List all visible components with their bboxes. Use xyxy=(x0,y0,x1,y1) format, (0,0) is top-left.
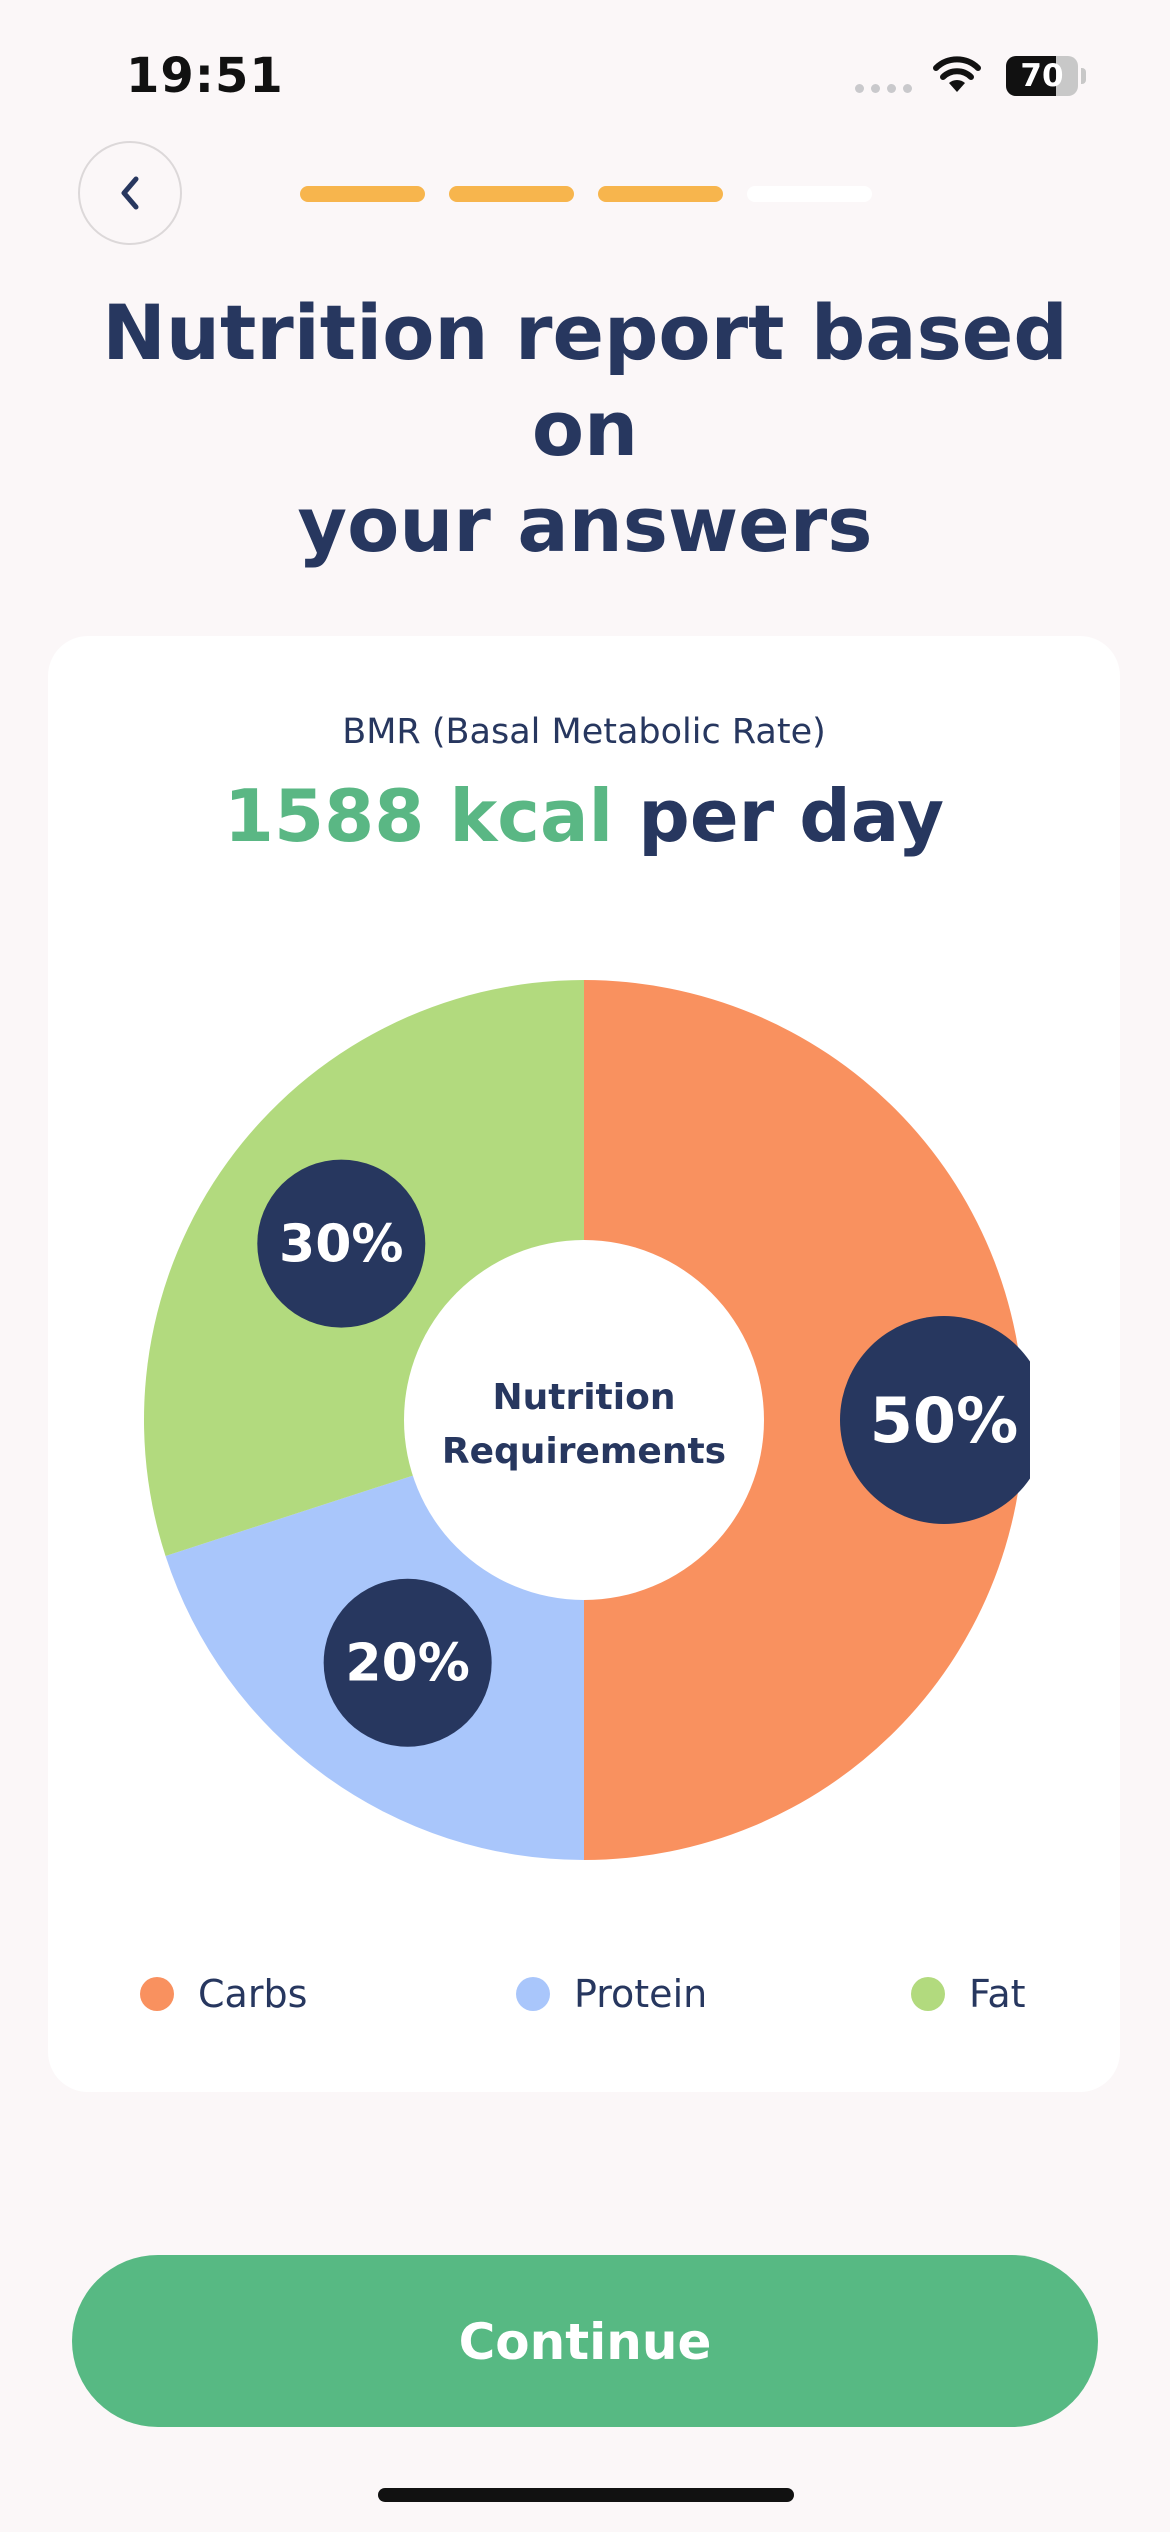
bmr-label: BMR (Basal Metabolic Rate) xyxy=(342,712,826,752)
page-title: Nutrition report based on your answers xyxy=(60,285,1110,573)
legend-label: Carbs xyxy=(198,1972,308,2016)
status-bar: 19:51 70 xyxy=(0,0,1170,150)
legend-item-carbs: Carbs xyxy=(140,1972,307,2016)
bmr-unit: kcal xyxy=(449,774,614,858)
legend-dot-protein xyxy=(516,1977,550,2011)
legend-dot-fat xyxy=(911,1977,945,2011)
legend-item-protein: Protein xyxy=(516,1972,707,2016)
bmr-value: 1588 xyxy=(223,774,425,858)
chart-legend: Carbs Protein Fat xyxy=(48,1972,1120,2032)
legend-item-fat: Fat xyxy=(911,1972,1026,2016)
progress-step-3 xyxy=(598,186,723,202)
bmr-suffix: per day xyxy=(638,774,945,858)
badge-protein xyxy=(323,1578,492,1747)
status-time: 19:51 xyxy=(126,48,284,104)
continue-button[interactable]: Continue xyxy=(72,2255,1098,2427)
legend-dot-carbs xyxy=(140,1977,174,2011)
chart-center-label-2: Requirements xyxy=(442,1431,726,1472)
back-button[interactable] xyxy=(78,141,182,245)
slice-carbs xyxy=(584,980,1024,1860)
bmr-value-line: 1588 kcal per day xyxy=(48,774,1120,858)
cellular-signal-icon xyxy=(855,84,912,93)
legend-label: Protein xyxy=(574,1972,708,2016)
nutrition-card: BMR (Basal Metabolic Rate) 1588 kcal per… xyxy=(48,636,1120,2092)
home-indicator xyxy=(378,2488,794,2502)
progress-steps xyxy=(300,186,872,202)
progress-step-1 xyxy=(300,186,425,202)
badge-label-protein: 20% xyxy=(345,1634,469,1694)
progress-step-2 xyxy=(449,186,574,202)
battery-level: 70 xyxy=(1020,58,1064,94)
nutrition-donut-chart: Nutrition Requirements 50% 20% 30% xyxy=(143,980,1030,1860)
badge-fat xyxy=(257,1159,426,1328)
legend-label: Fat xyxy=(969,1972,1026,2016)
chart-center-label-1: Nutrition xyxy=(493,1377,676,1418)
chart-center xyxy=(404,1240,764,1600)
wifi-icon xyxy=(933,56,981,92)
chevron-left-icon xyxy=(121,176,139,210)
badge-carbs xyxy=(840,1316,1030,1524)
progress-step-4 xyxy=(747,186,872,202)
badge-label-carbs: 50% xyxy=(870,1384,1018,1457)
page-title-line2: your answers xyxy=(297,480,873,569)
badge-label-fat: 30% xyxy=(279,1215,403,1275)
battery-icon: 70 xyxy=(1006,56,1086,96)
page-title-line1: Nutrition report based on xyxy=(102,288,1068,473)
